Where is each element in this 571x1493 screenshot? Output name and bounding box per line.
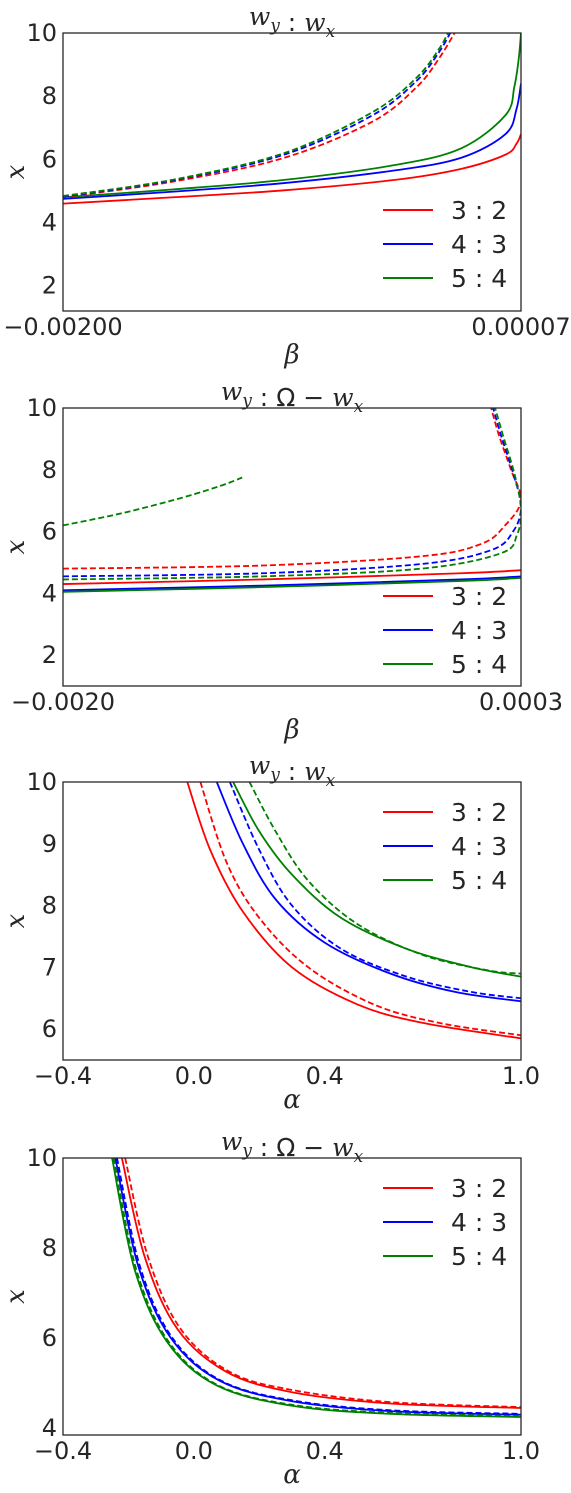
series-line-red-solid [186,782,521,1040]
plot-area [63,1158,521,1435]
series-line-blue-solid [63,83,521,200]
series-group [186,782,521,1040]
x-axis-label: α [283,1460,301,1490]
series-line-blue-solid [215,782,521,1003]
x-tick-label: 1.0 [502,1437,540,1465]
series-line-red-solid [63,133,521,205]
series-line-green-solid [63,33,521,199]
series-line-red-dashed [63,33,456,199]
y-tick-label: 2 [42,272,57,300]
x-axis-label: β [283,340,299,370]
legend-entry: 5 : 4 [451,866,507,895]
series-line-red-dashed [199,782,521,1037]
legend: 3 : 2 4 : 3 5 : 4 [383,798,507,895]
legend: 3 : 2 4 : 3 5 : 4 [383,196,507,293]
series-line-green-solid [232,782,521,978]
y-tick-label: 7 [42,953,57,981]
x-axis-label: β [283,715,299,745]
x-tick-label: 0.0 [175,1437,213,1465]
series-line-green-dashed [248,782,521,975]
x-tick-label: −0.4 [34,1437,92,1465]
y-tick-label: 6 [42,1324,57,1352]
series-group [63,33,521,205]
y-tick-label: 4 [42,1414,57,1442]
x-axis-label: α [283,1085,301,1115]
x-tick-label: −0.4 [34,1062,92,1090]
y-tick-label: 8 [42,1234,57,1262]
legend: 3 : 2 4 : 3 5 : 4 [383,1174,507,1271]
y-tick-label: 9 [42,830,57,858]
legend-entry: 5 : 4 [451,264,507,293]
series-line-blue-solid [63,575,521,592]
series-line-blue-dashed [229,782,521,1000]
y-axis-label: x [1,1289,31,1304]
chart-title: wy : wx [249,751,336,791]
y-tick-label: 6 [42,145,57,173]
y-tick-label: 6 [42,1015,57,1043]
x-tick-label: −0.0020 [11,688,115,716]
legend-entry: 3 : 2 [451,196,507,225]
legend-entry: 5 : 4 [451,1242,507,1271]
x-tick-label: 0.4 [306,1062,344,1090]
legend-entry: 5 : 4 [451,650,507,679]
legend-entry: 3 : 2 [451,1174,507,1203]
y-tick-label: 4 [42,209,57,237]
y-tick-label: 8 [42,82,57,110]
y-tick-label: 8 [42,456,57,484]
legend-entry: 4 : 3 [451,1208,507,1237]
chart-title: wy : Ω − wx [221,377,364,417]
y-axis-label: x [1,913,31,928]
axes-frame [62,32,522,312]
legend-entry: 3 : 2 [451,798,507,827]
legend: 3 : 2 4 : 3 5 : 4 [383,582,507,679]
chart-panel-2: 2 4 6 8 10 −0.0020 0.0003 β x wy : Ω − wx 3 : 2 4 :… [1,377,563,745]
series-line-red-dashed [124,1158,521,1408]
y-tick-label: 10 [26,768,57,796]
legend-entry: 4 : 3 [451,230,507,259]
legend-entry: 4 : 3 [451,616,507,645]
axes-frame [62,407,522,687]
y-tick-label: 10 [26,394,57,422]
series-line-red-dashed [63,408,521,570]
x-tick-label: 0.00007 [471,313,570,341]
y-axis-label: x [1,164,31,179]
x-tick-label: 1.0 [502,1062,540,1090]
y-tick-label: 10 [26,19,57,47]
chart-panel-3: 6 7 8 9 10 −0.4 0.0 0.4 1.0 α x wy : wx 3 : 2 4 : 3 5 … [1,751,540,1115]
series-group [63,408,521,593]
y-tick-label: 8 [42,892,57,920]
series-line-blue-dashed [116,1158,521,1415]
series-line-green-solid [63,576,521,593]
legend-entry: 4 : 3 [451,832,507,861]
x-tick-label: −0.00200 [3,313,122,341]
series-line-red-solid [63,569,521,585]
y-tick-label: 10 [26,1144,57,1172]
series-line-red-solid [121,1158,521,1409]
y-tick-label: 4 [42,579,57,607]
series-line-green-dashed [63,476,243,527]
series-line-green-solid [111,1158,521,1418]
axes-frame [62,781,522,1061]
x-tick-label: 0.0003 [479,688,563,716]
series-group [111,1158,521,1418]
axes-frame [62,1157,522,1436]
y-tick-label: 2 [42,641,57,669]
series-line-blue-dashed [63,408,521,578]
chart-title: wy : Ω − wx [221,1127,364,1167]
series-line-green-dashed [63,408,521,581]
chart-panel-4: 4 6 8 10 −0.4 0.0 0.4 1.0 α x wy : Ω − wx 3 : 2 4 : … [1,1127,540,1490]
chart-title: wy : wx [249,2,336,42]
x-tick-label: 0.4 [306,1437,344,1465]
y-axis-label: x [1,539,31,554]
series-line-green-dashed [112,1158,521,1417]
legend-entry: 3 : 2 [451,582,507,611]
plot-area [63,408,521,686]
x-tick-label: 0.0 [175,1062,213,1090]
plot-area [63,782,521,1060]
y-tick-label: 6 [42,518,57,546]
chart-panel-1: 2 4 6 8 10 −0.00200 0.00007 β x wy : wx 3 : 2 4 : 3… [1,2,571,370]
series-line-green-dashed [63,33,449,197]
